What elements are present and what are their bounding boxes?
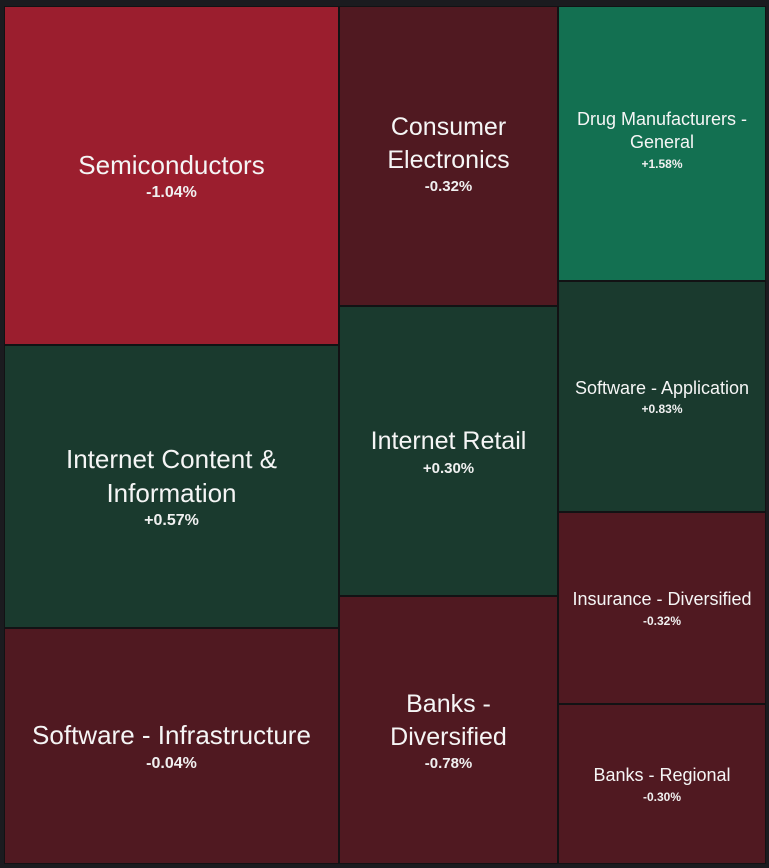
tile-change: +1.58% bbox=[641, 156, 683, 171]
tile-software-application[interactable]: Software - Application +0.83% bbox=[558, 281, 766, 512]
tile-change: -0.78% bbox=[424, 755, 473, 772]
tile-label: Internet Retail bbox=[370, 427, 527, 456]
tile-software-infrastructure[interactable]: Software - Infrastructure -0.04% bbox=[4, 628, 339, 864]
tile-change: +0.83% bbox=[641, 402, 683, 417]
tile-insurance-diversified[interactable]: Insurance - Diversified -0.32% bbox=[558, 512, 766, 704]
tile-internet-content-information[interactable]: Internet Content & Information +0.57% bbox=[4, 345, 339, 628]
tile-change: +0.57% bbox=[144, 512, 199, 530]
tile-banks-diversified[interactable]: Banks - Diversified -0.78% bbox=[339, 596, 558, 864]
tile-internet-retail[interactable]: Internet Retail +0.30% bbox=[339, 306, 558, 596]
tile-consumer-electronics[interactable]: Consumer Electronics -0.32% bbox=[339, 6, 558, 306]
tile-change: -0.04% bbox=[146, 754, 197, 772]
tile-change: -1.04% bbox=[146, 184, 197, 202]
tile-banks-regional[interactable]: Banks - Regional -0.30% bbox=[558, 704, 766, 864]
tile-change: +0.30% bbox=[422, 459, 475, 477]
tile-label: Semiconductors bbox=[78, 149, 265, 180]
tile-label: Internet Content & Information bbox=[65, 443, 278, 508]
tile-drug-manufacturers-general[interactable]: Drug Manufacturers - General +1.58% bbox=[558, 6, 766, 281]
tile-label: Software - Infrastructure bbox=[32, 720, 311, 751]
tile-label: Software - Application bbox=[574, 377, 750, 398]
tile-label: Insurance - Diversified bbox=[572, 589, 752, 610]
tile-change: -0.30% bbox=[642, 789, 682, 804]
tile-change: -0.32% bbox=[424, 178, 473, 195]
tile-semiconductors[interactable]: Semiconductors -1.04% bbox=[4, 6, 339, 345]
tile-change: -0.32% bbox=[642, 613, 682, 628]
tile-label: Drug Manufacturers - General bbox=[576, 109, 748, 153]
tile-label: Banks - Diversified bbox=[390, 690, 507, 751]
tile-label: Banks - Regional bbox=[593, 765, 731, 786]
tile-label: Consumer Electronics bbox=[387, 113, 510, 174]
